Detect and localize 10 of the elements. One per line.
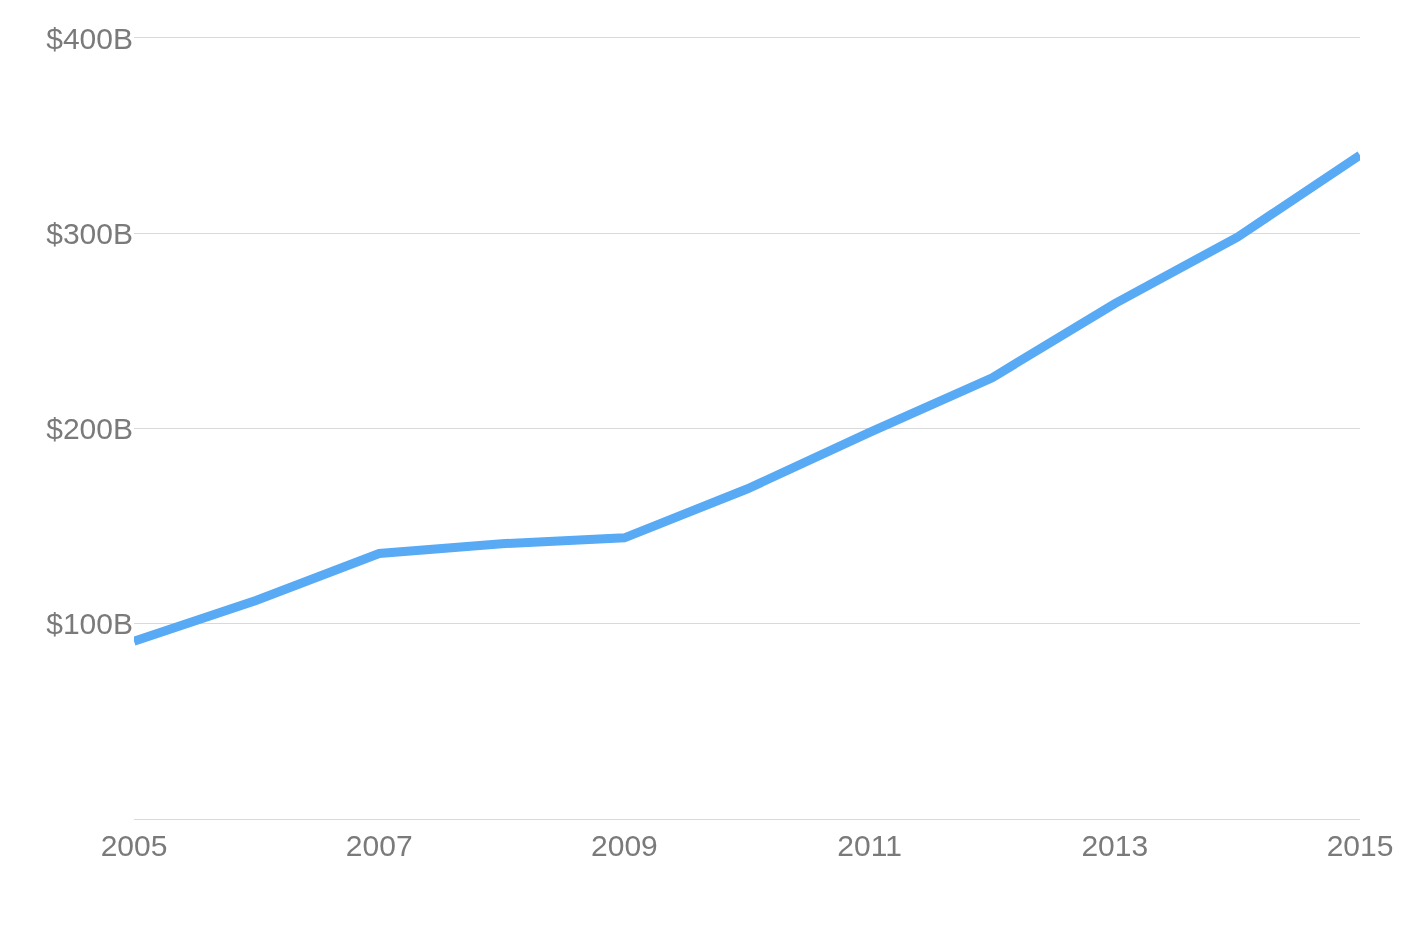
x-tick-label: 2007 [345, 829, 413, 862]
x-tick-label: 2015 [1326, 829, 1394, 862]
y-tick-label: $400B [46, 21, 133, 55]
x-tick-label: 2013 [1081, 829, 1149, 862]
x-tick-label: 2011 [837, 829, 902, 862]
x-tick-label: 2005 [100, 829, 168, 862]
y-tick-label: $300B [46, 216, 133, 250]
x-tick-label: 2009 [591, 829, 658, 862]
y-tick-label: $100B [46, 607, 133, 641]
y-tick-label: $200B [46, 412, 133, 445]
